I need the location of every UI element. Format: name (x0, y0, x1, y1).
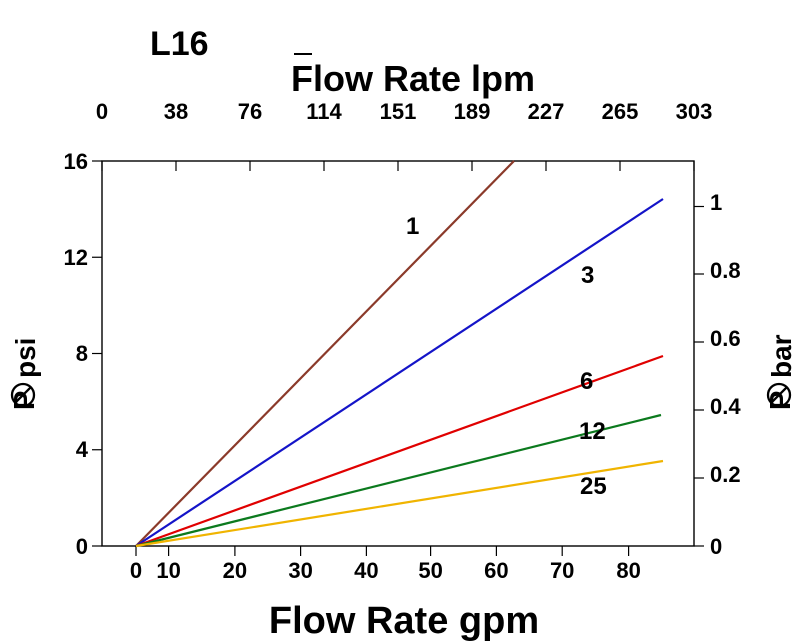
svg-text:25: 25 (580, 473, 607, 500)
svg-text:bar: bar (766, 334, 797, 378)
svg-text:3: 3 (581, 262, 594, 289)
svg-text:6: 6 (580, 368, 593, 395)
svg-text:1: 1 (406, 213, 419, 240)
svg-text:psi: psi (10, 338, 41, 378)
svg-text:12: 12 (579, 418, 606, 445)
